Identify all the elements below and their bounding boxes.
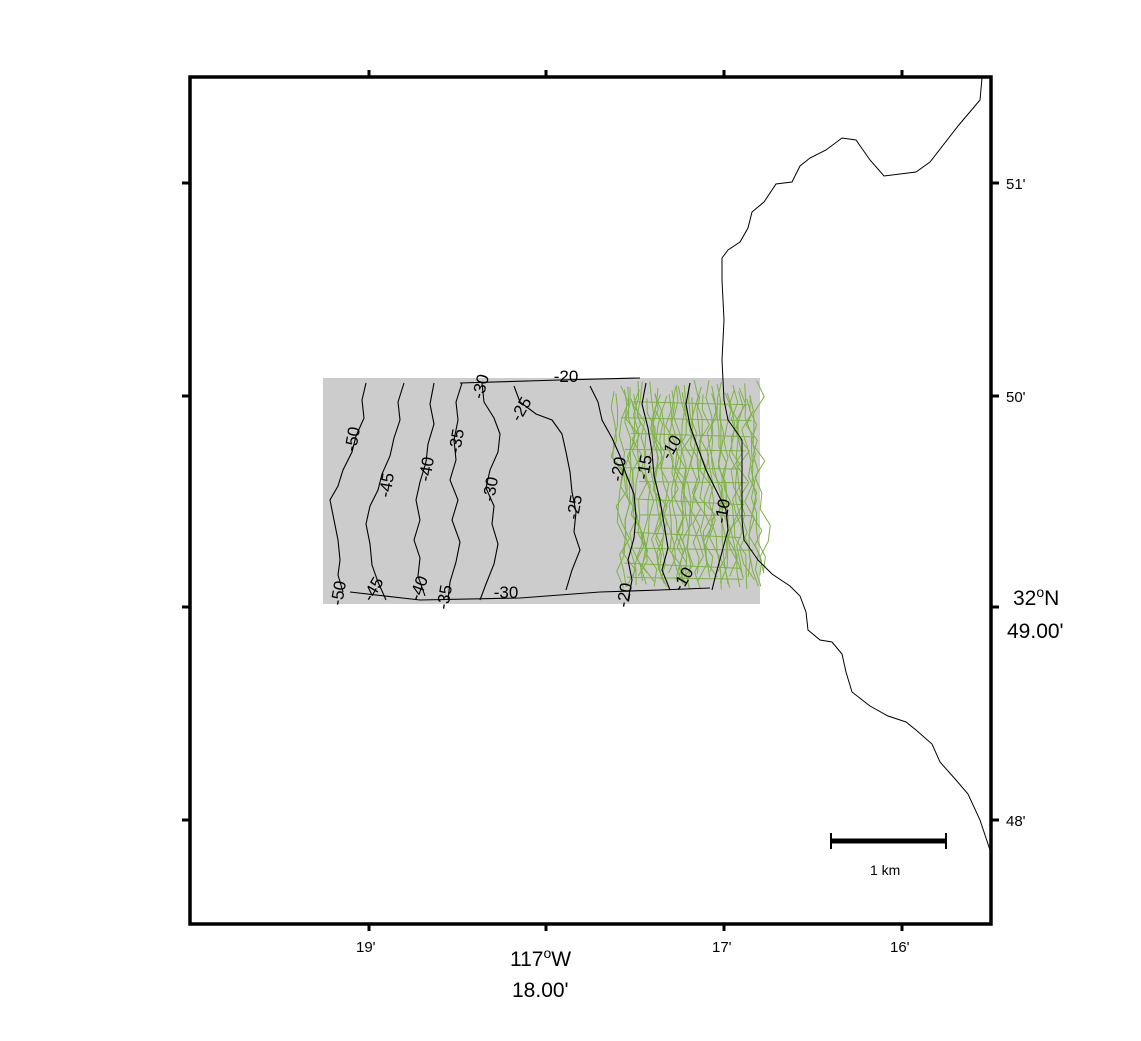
contour-top (459, 377, 641, 384)
y-tick-label: 51' (1006, 176, 1026, 193)
contour-label: -50 (341, 425, 364, 453)
track-line (626, 576, 743, 580)
track-line (632, 401, 749, 406)
coastline (721, 77, 991, 851)
survey-track-lines (610, 379, 771, 590)
contour-label: -20 (613, 581, 636, 609)
track-line (618, 385, 637, 587)
longitude-minutes-label: 18.00' (512, 979, 569, 1002)
contour-40 (413, 382, 435, 597)
y-tick-label: 50' (1006, 389, 1026, 406)
longitude-hemisphere: W (551, 948, 571, 971)
contour-20 (589, 385, 637, 601)
track-line (630, 432, 751, 438)
track-line (752, 380, 771, 574)
track-line (624, 562, 742, 569)
latitude-degree-label: 32oN (1013, 584, 1059, 610)
x-tick-label: 16' (890, 939, 910, 956)
track-line (670, 386, 687, 586)
contour-10 (685, 382, 729, 591)
contour-label: -20 (607, 455, 630, 483)
track-line (654, 394, 677, 574)
track-line (633, 531, 741, 539)
tick-marks (182, 70, 999, 931)
track-line (735, 390, 755, 580)
x-tick-label: 17' (712, 939, 732, 956)
contour-label: -10 (711, 497, 734, 525)
track-line (722, 392, 741, 588)
track-line (624, 448, 746, 452)
track-line (710, 393, 729, 585)
scale-bar (830, 833, 947, 849)
contour-50 (329, 382, 367, 593)
track-line (639, 514, 754, 517)
scale-bar-label: 1 km (870, 862, 900, 878)
track-line (736, 387, 751, 577)
latitude-degree: 32 (1013, 587, 1036, 610)
degree-symbol: o (1036, 584, 1044, 600)
contour-label: -50 (327, 579, 350, 607)
track-line (726, 393, 745, 579)
x-tick-label: 19' (356, 939, 376, 956)
contour-label: -30 (479, 475, 502, 503)
track-line (632, 380, 649, 585)
track-line (634, 498, 745, 506)
track-line (626, 398, 648, 574)
contour-label: -25 (563, 493, 586, 521)
contour-label: -35 (445, 427, 468, 455)
track-line (699, 394, 715, 578)
track-line (625, 387, 645, 579)
track-line (749, 395, 766, 572)
track-line (665, 394, 684, 585)
track-line (681, 385, 694, 581)
contour-label: -20 (554, 367, 579, 386)
track-line (639, 481, 747, 484)
contour-label: -40 (415, 455, 438, 483)
map-frame (188, 75, 993, 926)
longitude-degree-label: 117oW (510, 945, 571, 971)
latitude-hemisphere: N (1044, 587, 1059, 610)
track-line (681, 392, 693, 589)
track-line (636, 381, 658, 587)
latitude-minutes-label: 49.00' (1007, 620, 1064, 643)
depth-contours (329, 377, 729, 601)
contour-label: -15 (633, 453, 656, 481)
contour-label: -30 (494, 583, 519, 602)
longitude-degree: 117 (510, 948, 543, 971)
contour-bottom (349, 587, 711, 601)
track-line (652, 387, 670, 580)
y-tick-label: 48' (1006, 813, 1026, 830)
contour-15 (641, 382, 671, 591)
track-line (661, 395, 683, 582)
degree-symbol: o (543, 945, 551, 961)
track-line (689, 379, 708, 582)
track-line (717, 399, 731, 588)
contour-30 (479, 382, 501, 601)
track-line (689, 397, 704, 589)
contour-45 (365, 382, 405, 601)
track-line (730, 385, 748, 589)
contour-label: -35 (433, 583, 456, 611)
track-line (622, 389, 637, 586)
track-line (612, 393, 631, 587)
track-line (622, 467, 741, 470)
track-line (741, 398, 759, 587)
track-line (745, 395, 763, 576)
contour-25 (513, 385, 581, 591)
track-line (651, 393, 668, 588)
track-line (620, 417, 752, 422)
track-line (627, 386, 643, 582)
contour-35 (447, 382, 463, 601)
track-line (634, 547, 754, 551)
contour-label: -45 (375, 471, 398, 499)
